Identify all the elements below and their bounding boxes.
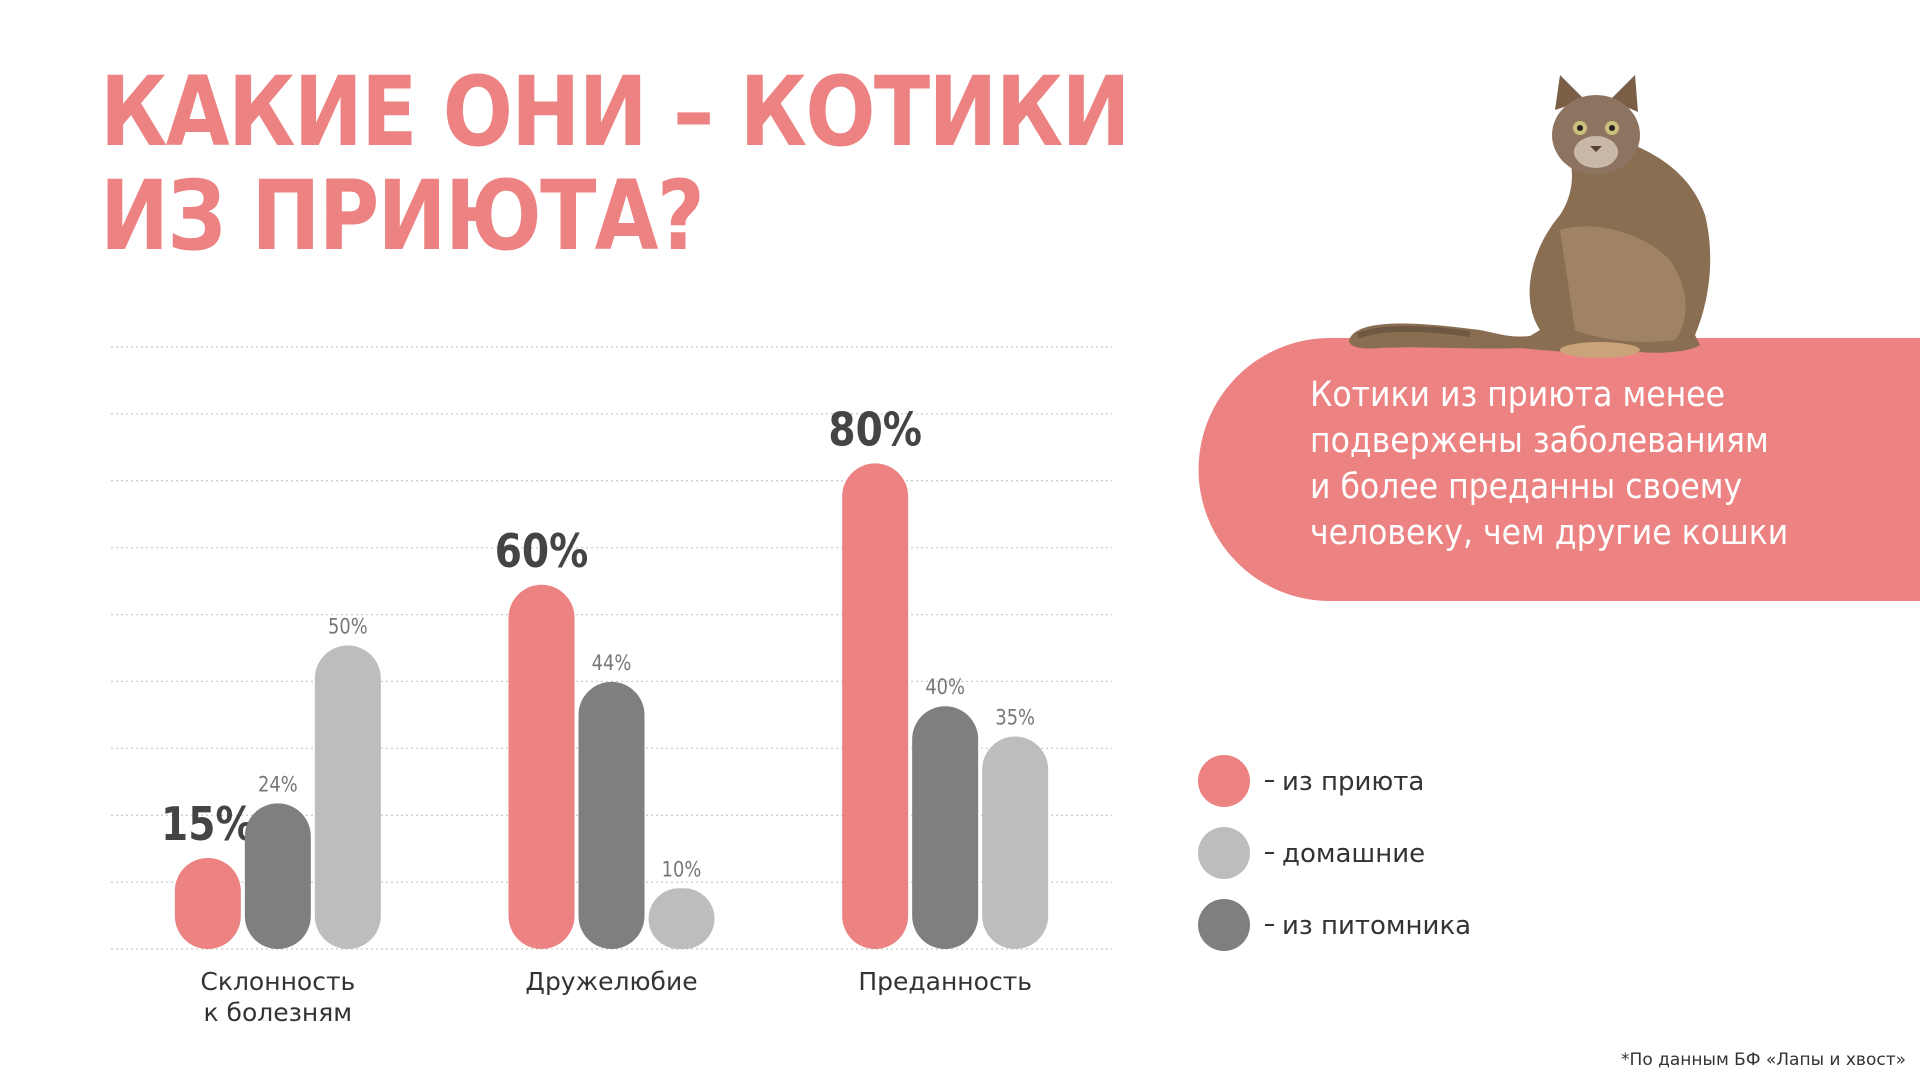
bar (912, 706, 979, 949)
value-label: 35% (995, 705, 1035, 730)
legend-marker (1198, 755, 1250, 807)
bar (508, 584, 575, 949)
annotation: Котики из приюта менее подвержены заболе… (1310, 375, 1789, 553)
value-label: 50% (328, 614, 368, 639)
legend-marker (1198, 899, 1250, 951)
value-label: 44% (592, 651, 632, 676)
bar (174, 857, 241, 949)
value-label: 60% (495, 525, 589, 579)
bar (842, 463, 909, 949)
legend-marker (1198, 827, 1250, 879)
bar (648, 888, 715, 949)
legend-label: домашние (1282, 839, 1425, 869)
x-tick-label: Преданность (858, 967, 1032, 996)
value-label: 80% (828, 403, 922, 457)
bar (982, 736, 1049, 949)
bar (244, 803, 311, 949)
legend-label: из питомника (1282, 911, 1471, 941)
bar (578, 681, 645, 949)
annotation-shape (1198, 338, 1920, 601)
value-label: 15% (161, 798, 255, 852)
footnote: *По данным БФ «Лапы и хвост» (1621, 1050, 1906, 1070)
legend-label: из приюта (1282, 767, 1424, 797)
title: КАКИЕ ОНИ – КОТИКИ ИЗ ПРИЮТА? (100, 56, 1131, 272)
x-tick-label: Склонность к болезням (200, 967, 355, 1027)
value-label: 40% (925, 675, 965, 700)
x-tick-label: Дружелюбие (525, 967, 697, 996)
bar (314, 645, 381, 949)
cat-illustration (1349, 75, 1711, 358)
value-label: 24% (258, 772, 298, 797)
value-label: 10% (662, 857, 702, 882)
